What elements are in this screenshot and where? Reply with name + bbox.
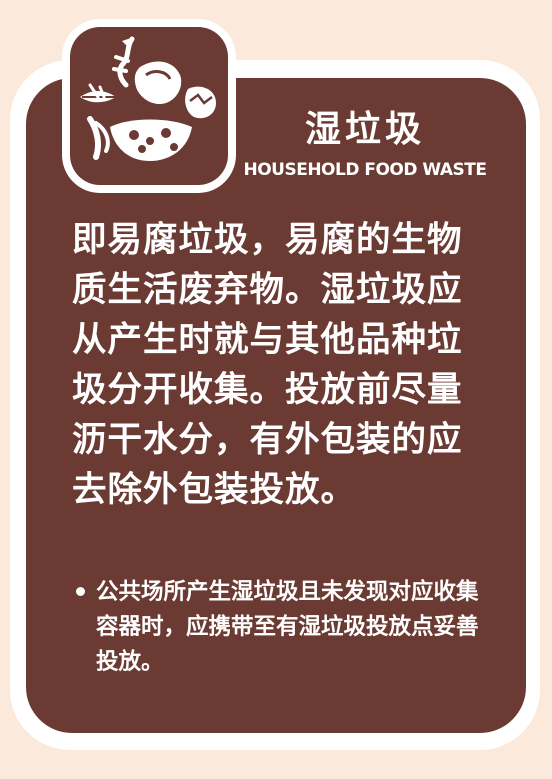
category-subtitle: HOUSEHOLD FOOD WASTE: [243, 160, 487, 180]
food-waste-icon: [70, 27, 228, 185]
category-title: 湿垃圾: [304, 109, 425, 150]
bullet-icon: [76, 587, 85, 596]
note-text: 公共场所产生湿垃圾且未发现对应收集容器时，应携带至有湿垃圾投放点妥善投放。: [96, 579, 479, 675]
description-text: 即易腐垃圾，易腐的生物质生活废弃物。湿垃圾应从产生时就与其他品种垃圾分开收集。投…: [72, 220, 463, 510]
